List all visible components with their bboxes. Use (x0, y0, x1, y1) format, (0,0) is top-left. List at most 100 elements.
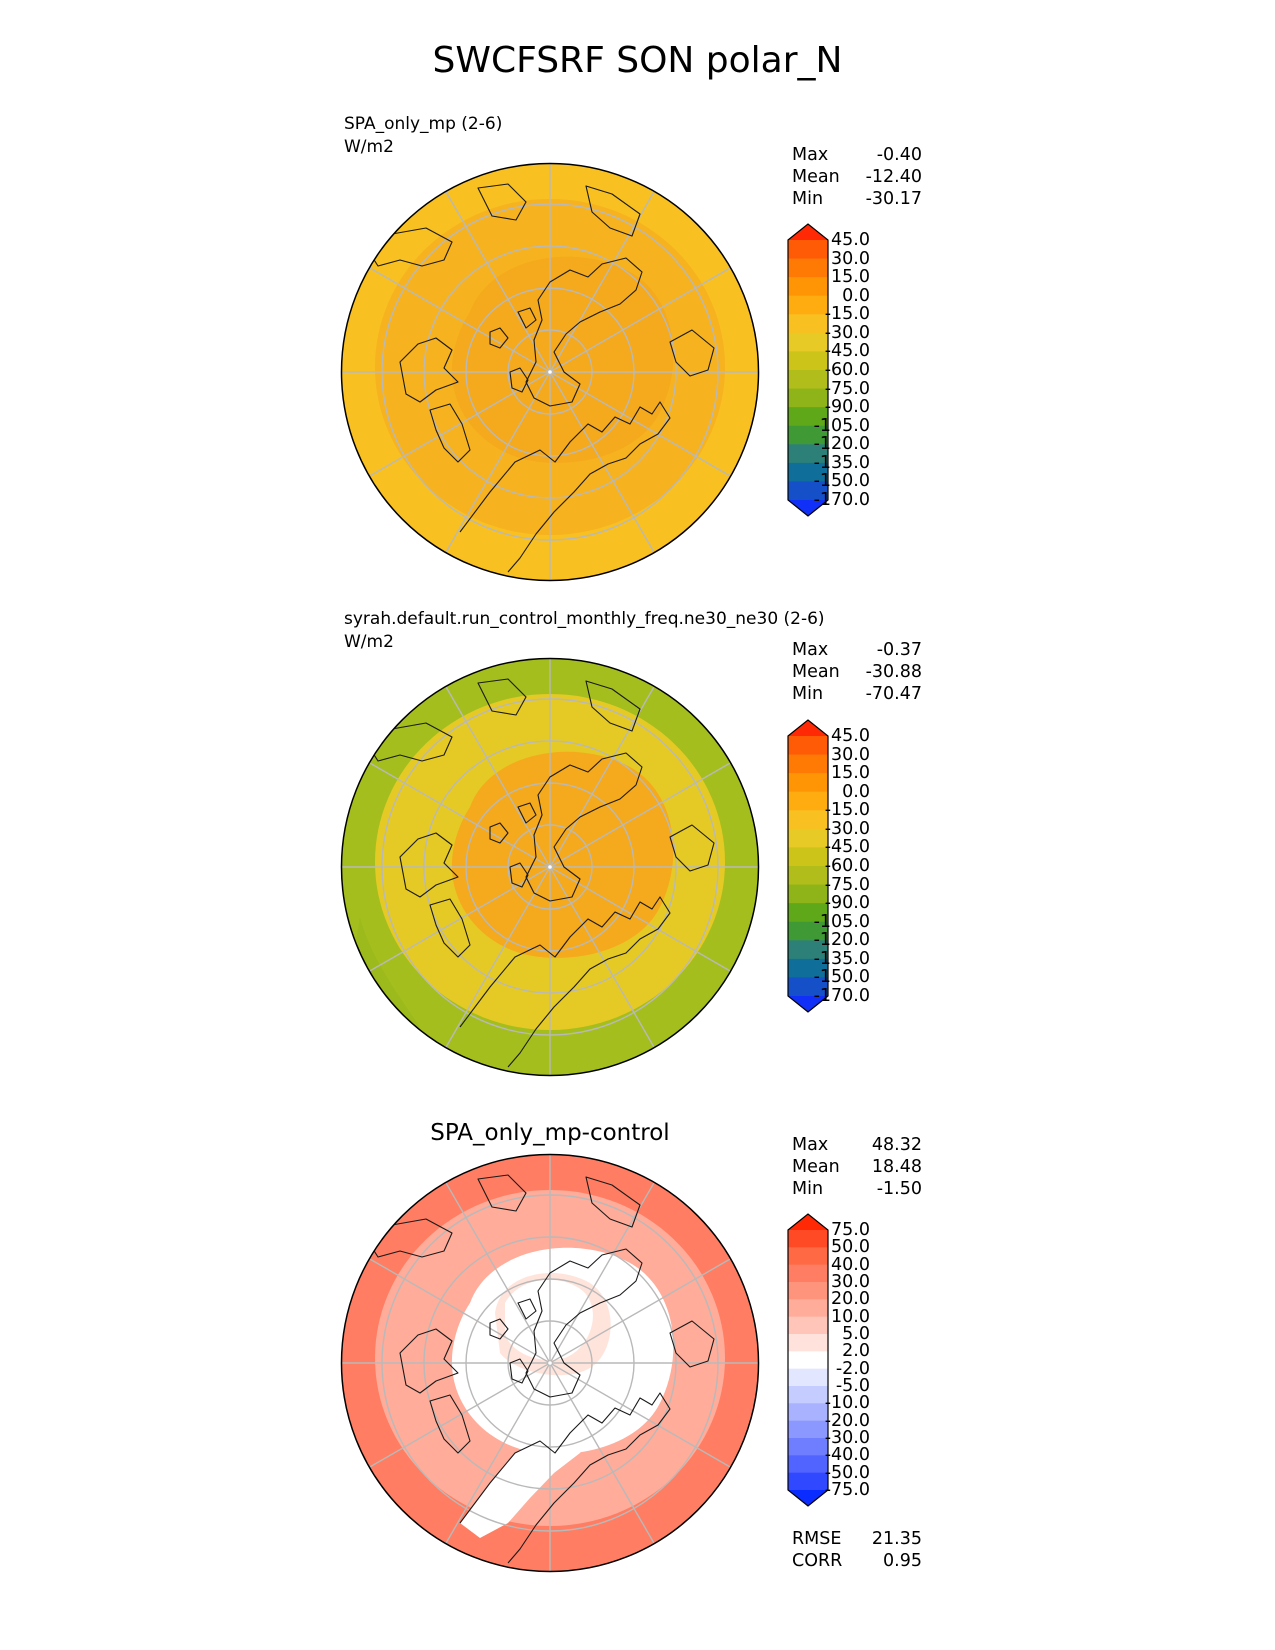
colorbar-segment (788, 1282, 828, 1300)
colorbar-tick-label: -150.0 (813, 471, 870, 492)
colorbar-tick-label: 45.0 (831, 726, 870, 746)
panel3-rmse-row: RMSE 21.35 (792, 1528, 922, 1550)
colorbar-segment (788, 481, 828, 501)
pole-marker (548, 1361, 552, 1365)
colorbar-tick-label: 2.0 (842, 1341, 870, 1362)
colorbar-tick-label: -2.0 (835, 1358, 870, 1379)
colorbar-tick-label: 30.0 (831, 744, 870, 765)
colorbar-segment (788, 1438, 828, 1456)
coastline (525, 1248, 643, 1398)
coastline (459, 401, 671, 573)
colorbar-tick-label: -30.0 (824, 1428, 870, 1448)
colorbar-tick-label: 50.0 (831, 1237, 870, 1258)
colorbar-tick-label: -50.0 (824, 1462, 870, 1483)
coastline (525, 257, 643, 407)
map-boundary (340, 1153, 760, 1573)
panel3-title: SPA_only_mp-control (430, 1120, 670, 1146)
colorbar-tick-label: 30.0 (831, 1272, 870, 1292)
coastline (509, 367, 529, 393)
colorbar-tick-label: -135.0 (813, 948, 870, 969)
panel2-stats: Max -0.37 Mean -30.88 Min -70.47 (792, 639, 922, 705)
colorbar-segment (788, 1420, 828, 1439)
panel2-colorbar (787, 719, 829, 1013)
colorbar-segment (788, 866, 828, 886)
panel1-units: W/m2 (344, 137, 394, 157)
colorbar-segment (788, 1472, 828, 1491)
colorbar-segment (788, 1455, 828, 1474)
colorbar-tick-label: -15.0 (824, 800, 870, 821)
panel1-max-value: -0.40 (876, 145, 922, 165)
coastline (477, 1174, 527, 1212)
coastline (399, 1328, 459, 1394)
colorbar-segment (788, 847, 828, 867)
colorbar-tick-label: 10.0 (831, 1306, 870, 1327)
colorbar-tick-label: -135.0 (813, 452, 870, 473)
coastline (399, 832, 459, 898)
colorbar-tick-label: -45.0 (824, 837, 870, 858)
colorbar-segment (788, 1299, 828, 1318)
colorbar-tick-label: 45.0 (831, 230, 870, 250)
colorbar-tick-label: 40.0 (831, 1254, 870, 1275)
coastline (459, 1392, 671, 1564)
colorbar-segment (788, 940, 828, 960)
colorbar-segment (788, 903, 828, 923)
colorbar-segment (788, 462, 828, 482)
colorbar-tick-label: -170.0 (813, 986, 870, 1006)
colorbar-tick-label: -75.0 (824, 874, 870, 895)
colorbar-segment (788, 810, 828, 830)
panel3-min-value: -1.50 (876, 1179, 922, 1199)
colorbar-tick-label: 75.0 (831, 1220, 870, 1240)
colorbar-segment (788, 884, 828, 904)
colorbar-tick-label: -60.0 (824, 360, 870, 380)
panel1-min-value: -30.17 (865, 189, 922, 209)
colorbar-segment (788, 314, 828, 334)
panel1-max-label: Max (792, 145, 829, 165)
panel2-polar-map (340, 657, 760, 1077)
coastline (429, 403, 471, 463)
colorbar-segment (788, 1368, 828, 1387)
colorbar-tick-label: -75.0 (824, 378, 870, 399)
panel1-mean-label: Mean (792, 167, 840, 187)
field-inner-region (451, 751, 674, 958)
colorbar-tick-label: -45.0 (824, 341, 870, 362)
colorbar-segment (788, 958, 828, 978)
colorbar-segment (788, 351, 828, 371)
colorbar-tick-label: -90.0 (824, 893, 870, 914)
colorbar-tick-label: -105.0 (813, 415, 870, 436)
colorbar-extend-high (788, 1214, 828, 1230)
panel3-corr-label: CORR (792, 1551, 843, 1571)
coastline (669, 824, 715, 872)
panel2-title: syrah.default.run_control_monthly_freq.n… (344, 608, 825, 654)
panel3-colorbar (787, 1213, 829, 1507)
coastline (429, 898, 471, 958)
pole-marker (548, 370, 552, 374)
colorbar-tick-label: 30.0 (831, 248, 870, 269)
panel3-max-row: Max 48.32 (792, 1134, 922, 1156)
colorbar-segment (788, 295, 828, 315)
panel2-max-label: Max (792, 640, 829, 660)
panel3-stats: Max 48.32 Mean 18.48 Min -1.50 (792, 1134, 922, 1200)
colorbar-tick-label: -60.0 (824, 856, 870, 876)
coastline (509, 1358, 529, 1384)
pole-marker (548, 865, 552, 869)
panel1-stats: Max -0.40 Mean -12.40 Min -30.17 (792, 144, 922, 210)
coastline (399, 337, 459, 403)
panel2-mean-label: Mean (792, 662, 840, 682)
colorbar-segment (788, 921, 828, 941)
panel2-min-value: -70.47 (865, 684, 922, 704)
colorbar-tick-label: -75.0 (824, 1480, 870, 1500)
colorbar-tick-label: -170.0 (813, 490, 870, 510)
colorbar-tick-label: -5.0 (835, 1376, 870, 1396)
panel3-corr-value: 0.95 (883, 1551, 922, 1571)
colorbar-segment (788, 1351, 828, 1370)
colorbar-extend-high (788, 224, 828, 240)
colorbar-segment (788, 388, 828, 408)
colorbar-tick-label: -10.0 (824, 1393, 870, 1414)
figure-title: SWCFSRF SON polar_N (432, 40, 843, 81)
coastline (477, 183, 527, 221)
colorbar-segment (788, 425, 828, 445)
panel3-rmse-label: RMSE (792, 1529, 842, 1549)
coastline (477, 678, 527, 716)
panel1-case-name: SPA_only_mp (2-6) (344, 114, 503, 134)
panel3-corr-row: CORR 0.95 (792, 1550, 922, 1572)
